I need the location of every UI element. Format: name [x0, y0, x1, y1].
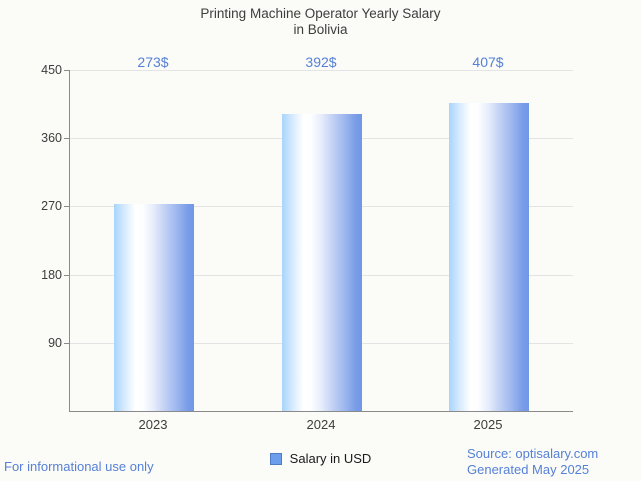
chart-title: Printing Machine Operator Yearly Salary … [0, 6, 641, 38]
y-axis-tick [64, 343, 69, 344]
bar-2025[interactable] [449, 103, 529, 411]
x-axis-label: 2025 [473, 417, 503, 432]
x-axis-label: 2023 [138, 417, 168, 432]
bar-2023[interactable] [114, 204, 194, 411]
y-axis-tick [64, 70, 69, 71]
y-axis-label: 450 [41, 63, 62, 77]
legend: Salary in USD [0, 451, 641, 466]
y-axis-label: 180 [41, 268, 62, 282]
chart-title-line1: Printing Machine Operator Yearly Salary [200, 6, 441, 21]
y-axis-label: 270 [41, 199, 62, 213]
bar-value-label: 273$ [137, 54, 169, 70]
legend-label: Salary in USD [289, 451, 372, 466]
legend-swatch-icon [269, 452, 282, 465]
gridline [70, 70, 573, 71]
bar-2024[interactable] [282, 114, 362, 411]
generated-text: Generated May 2025 [467, 462, 590, 477]
chart-title-line2: in Bolivia [293, 22, 348, 37]
y-axis-label: 360 [41, 131, 62, 145]
source-text: Source: optisalary.com [467, 446, 599, 461]
y-axis-tick [64, 138, 69, 139]
plot-area [69, 70, 573, 412]
y-axis-tick [64, 206, 69, 207]
y-axis-tick [64, 275, 69, 276]
y-axis-label: 90 [48, 336, 62, 350]
source-block: Source: optisalary.com Generated May 202… [467, 446, 598, 478]
bar-value-label: 407$ [472, 54, 504, 70]
x-axis-label: 2024 [306, 417, 336, 432]
disclaimer-text: For informational use only [4, 459, 154, 474]
bar-value-label: 392$ [305, 54, 337, 70]
